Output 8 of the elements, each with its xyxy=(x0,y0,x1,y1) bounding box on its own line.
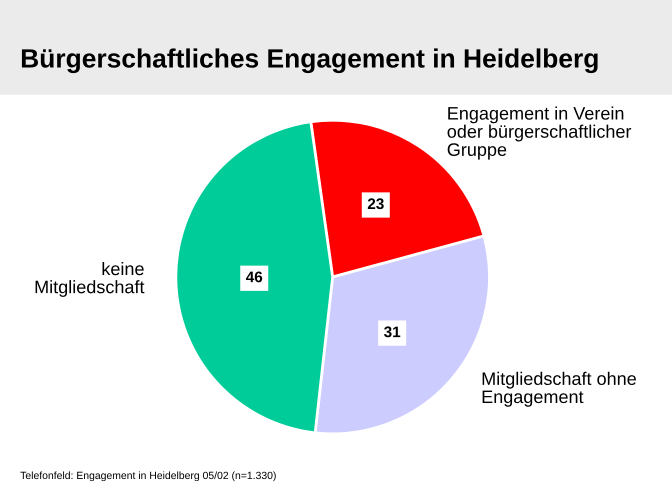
slice-label: keine Mitgliedschaft xyxy=(36,262,144,297)
text: Telefonfeld: Engagement in Heidelberg 05/02 (n=1.330) xyxy=(20,471,276,482)
data-label: 46 xyxy=(246,272,262,282)
chart-title: Bürgerschaftliches Engagement in Heidelberg xyxy=(22,48,598,74)
data-label: 31 xyxy=(384,326,400,338)
data-label: 23 xyxy=(368,198,384,210)
slice-label: Engagement in Verein oder bürgerschaftlicher Gruppe xyxy=(448,106,632,160)
slice-label: Mitgliedschaft ohne Engagement xyxy=(482,372,636,407)
